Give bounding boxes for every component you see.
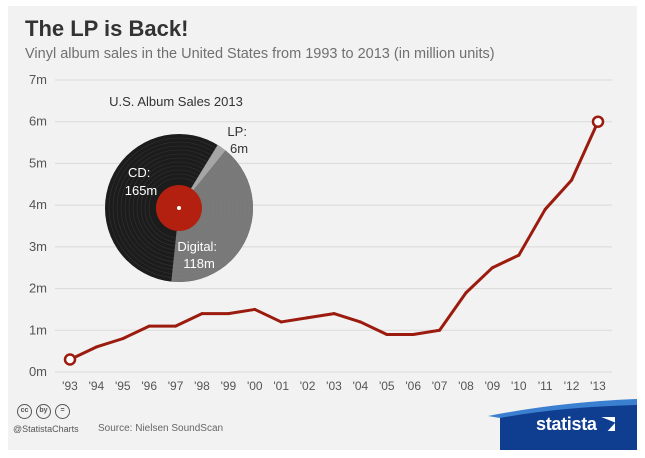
y-tick-label: 3m — [29, 239, 47, 254]
data-point — [332, 312, 336, 316]
x-tick-label: '07 — [432, 379, 448, 393]
attribution-icon: by — [36, 404, 51, 419]
y-axis-ticks: 0m 1m 2m 3m 4m 5m 6m 7m — [29, 72, 47, 379]
y-tick-label: 5m — [29, 155, 47, 170]
record-spindle — [177, 206, 181, 210]
x-axis-ticks: '93 '94 '95 '96 '97 '98 '99 '00 '01 '02 '03 '04 '05 '… — [62, 379, 606, 393]
data-point — [306, 316, 310, 320]
x-tick-label: '11 — [538, 379, 553, 393]
chart-subtitle: Vinyl album sales in the United States f… — [25, 46, 495, 62]
data-point — [438, 328, 442, 332]
y-tick-label: 6m — [29, 114, 47, 129]
x-tick-label: '08 — [458, 379, 474, 393]
sales-series — [63, 115, 605, 366]
source-text: Source: Nielsen SoundScan — [98, 423, 224, 434]
x-tick-label: '02 — [300, 379, 316, 393]
data-point — [253, 307, 257, 311]
y-tick-label: 2m — [29, 281, 47, 296]
x-tick-label: '00 — [247, 379, 263, 393]
x-tick-label: '96 — [141, 379, 157, 393]
y-tick-label: 4m — [29, 197, 47, 212]
cc-icon: cc — [17, 404, 32, 419]
data-point — [490, 266, 494, 270]
digital-slice — [171, 150, 254, 282]
brand-banner — [500, 402, 637, 450]
digital-label: Digital: 118m — [177, 239, 220, 271]
data-point — [279, 320, 283, 324]
x-tick-label: '01 — [273, 379, 289, 393]
x-tick-label: '98 — [194, 379, 210, 393]
x-tick-label: '94 — [89, 379, 105, 393]
x-tick-label: '09 — [485, 379, 501, 393]
brand-logo[interactable]: statista — [536, 414, 616, 435]
data-point — [174, 324, 178, 328]
data-point — [570, 178, 574, 182]
twitter-handle: @StatistaCharts — [13, 424, 79, 434]
cd-label: CD: 165m — [125, 165, 158, 198]
brand-banner-accent — [488, 399, 637, 418]
data-point — [464, 291, 468, 295]
data-point — [226, 312, 230, 316]
x-tick-label: '03 — [326, 379, 342, 393]
x-tick-label: '04 — [353, 379, 369, 393]
data-point — [147, 324, 151, 328]
data-point — [358, 320, 362, 324]
x-tick-label: '13 — [590, 379, 606, 393]
x-tick-label: '12 — [564, 379, 580, 393]
x-tick-label: '06 — [405, 379, 421, 393]
vinyl-inset: U.S. Album Sales 2013 CD: 165m Digital: … — [105, 94, 254, 282]
license-icons: cc by = — [17, 404, 70, 419]
data-point — [200, 312, 204, 316]
data-point — [94, 345, 98, 349]
x-tick-label: '95 — [115, 379, 131, 393]
y-tick-label: 1m — [29, 322, 47, 337]
x-tick-label: '05 — [379, 379, 395, 393]
y-tick-label: 7m — [29, 72, 47, 87]
x-tick-label: '97 — [168, 379, 184, 393]
x-tick-label: '10 — [511, 379, 527, 393]
inset-title: U.S. Album Sales 2013 — [109, 94, 243, 109]
data-point — [543, 207, 547, 211]
x-tick-label: '93 — [62, 379, 78, 393]
data-point — [591, 115, 605, 128]
chart-title: The LP is Back! — [25, 16, 189, 41]
data-point — [385, 332, 389, 336]
data-point — [63, 353, 77, 366]
data-point — [517, 253, 521, 257]
brand-name: statista — [536, 414, 597, 434]
data-point — [411, 332, 415, 336]
data-point — [121, 337, 125, 341]
no-derivatives-icon: = — [55, 404, 70, 419]
brand-flag-icon — [601, 417, 616, 431]
lp-label: LP: 6m — [227, 124, 250, 156]
x-tick-label: '99 — [221, 379, 237, 393]
y-tick-label: 0m — [29, 364, 47, 379]
